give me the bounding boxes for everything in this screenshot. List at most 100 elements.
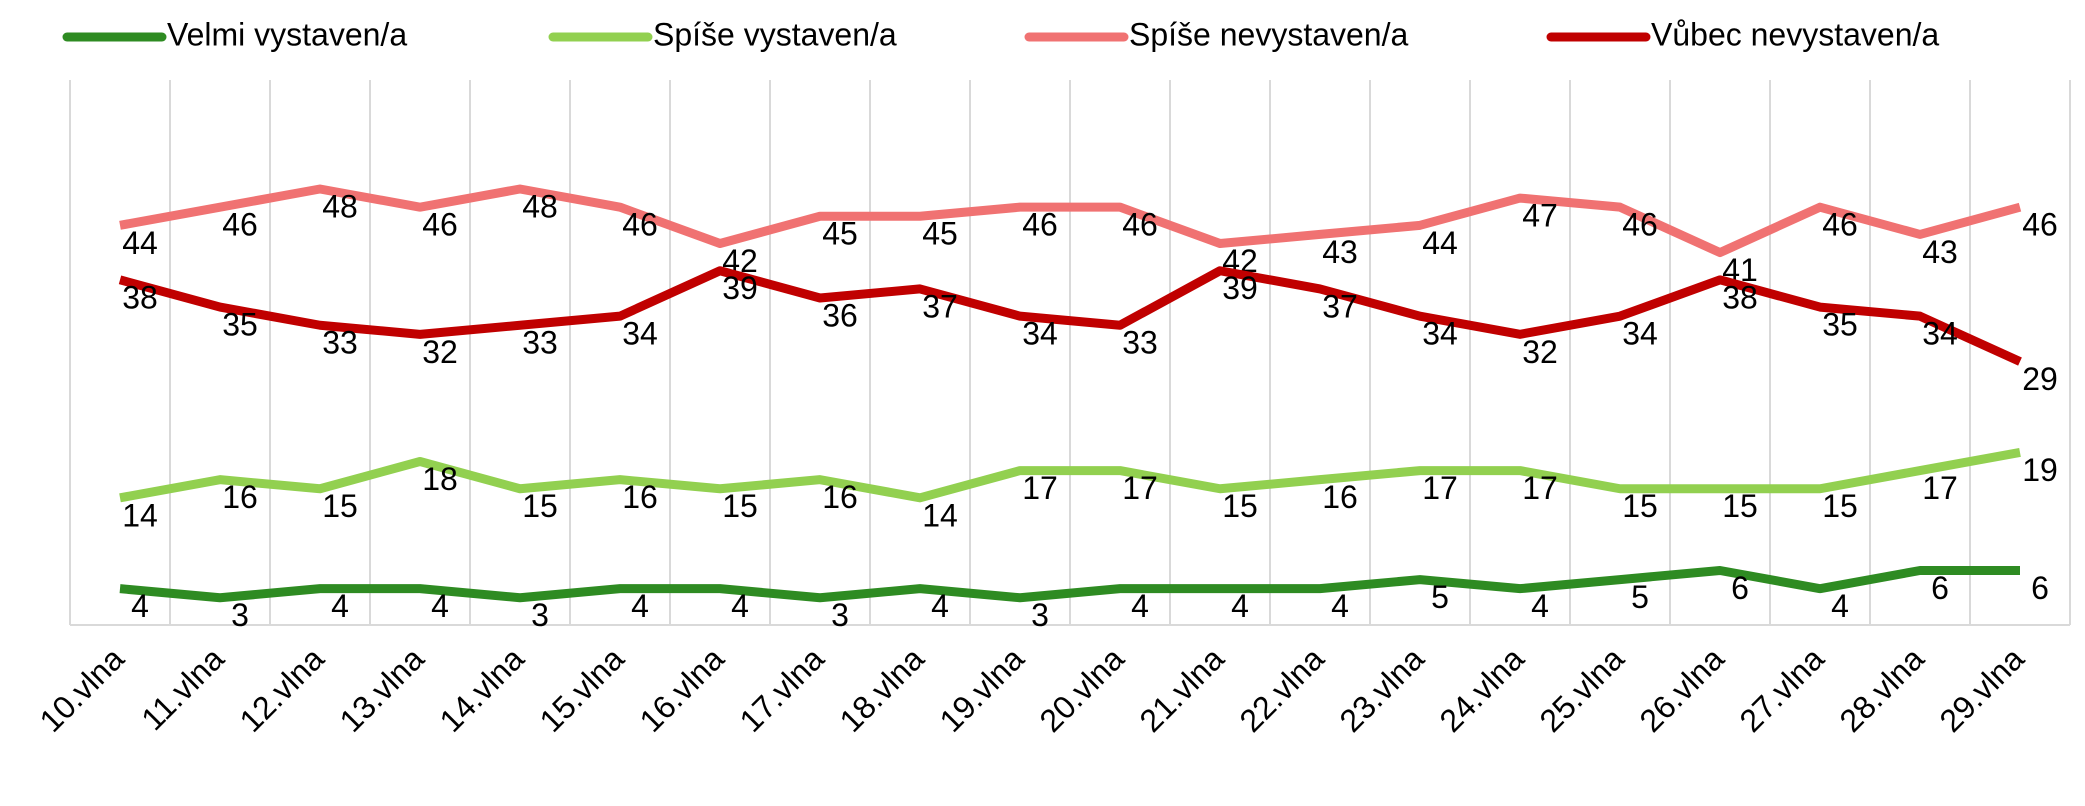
data-label: 46 xyxy=(1022,207,1058,243)
data-label: 34 xyxy=(1622,316,1658,352)
data-label: 15 xyxy=(322,488,358,524)
data-label: 43 xyxy=(1322,234,1358,270)
data-label: 44 xyxy=(1422,225,1458,261)
line-series xyxy=(119,184,2022,258)
data-label: 16 xyxy=(622,479,658,515)
x-tick-label: 25.vlna xyxy=(1533,640,1632,739)
line-series xyxy=(118,266,2022,366)
data-label: 5 xyxy=(1631,579,1649,615)
data-label: 17 xyxy=(1522,470,1558,506)
data-label: 6 xyxy=(1731,570,1749,606)
data-label: 48 xyxy=(522,188,558,224)
x-tick-label: 17.vlna xyxy=(733,640,832,739)
x-tick-label: 29.vlna xyxy=(1933,640,2032,739)
data-label: 33 xyxy=(522,325,558,361)
data-label: 3 xyxy=(1031,597,1049,633)
data-label: 4 xyxy=(931,588,949,624)
data-label: 36 xyxy=(822,297,858,333)
x-tick-label: 21.vlna xyxy=(1133,640,1232,739)
data-label: 46 xyxy=(422,207,458,243)
data-label: 14 xyxy=(922,497,958,533)
data-label: 3 xyxy=(831,597,849,633)
legend-label: Spíše vystaven/a xyxy=(653,16,897,52)
x-tick-label: 13.vlna xyxy=(333,640,432,739)
data-label: 17 xyxy=(1922,470,1958,506)
data-label: 16 xyxy=(822,479,858,515)
data-label: 46 xyxy=(222,207,258,243)
x-tick-label: 28.vlna xyxy=(1833,640,1932,739)
data-label: 29 xyxy=(2022,361,2058,397)
x-tick-label: 12.vlna xyxy=(233,640,332,739)
data-label: 15 xyxy=(1722,488,1758,524)
line-series xyxy=(119,447,2021,503)
data-label: 45 xyxy=(822,216,858,252)
data-label: 3 xyxy=(231,597,249,633)
data-label: 15 xyxy=(1822,488,1858,524)
data-label: 4 xyxy=(331,588,349,624)
data-label: 38 xyxy=(1722,279,1758,315)
data-label: 38 xyxy=(122,279,158,315)
x-tick-label: 18.vlna xyxy=(833,640,932,739)
x-tick-label: 22.vlna xyxy=(1233,640,1332,739)
data-label: 37 xyxy=(1322,288,1358,324)
data-label: 15 xyxy=(1622,488,1658,524)
data-label: 4 xyxy=(1831,588,1849,624)
data-label: 5 xyxy=(1431,579,1449,615)
data-label: 46 xyxy=(622,207,658,243)
data-label: 47 xyxy=(1522,198,1558,234)
data-label: 3 xyxy=(531,597,549,633)
x-tick-label: 26.vlna xyxy=(1633,640,1732,739)
data-label: 19 xyxy=(2022,452,2058,488)
data-label: 39 xyxy=(722,270,758,306)
legend-label: Velmi vystaven/a xyxy=(167,16,407,52)
data-label: 17 xyxy=(1422,470,1458,506)
data-label: 45 xyxy=(922,216,958,252)
data-label: 6 xyxy=(1931,570,1949,606)
data-label: 4 xyxy=(1331,588,1349,624)
data-label: 35 xyxy=(222,307,258,343)
x-tick-label: 15.vlna xyxy=(533,640,632,739)
x-tick-label: 27.vlna xyxy=(1733,640,1832,739)
data-label: 15 xyxy=(1222,488,1258,524)
x-tick-label: 14.vlna xyxy=(433,640,532,739)
legend-label: Spíše nevystaven/a xyxy=(1129,16,1408,52)
data-label: 44 xyxy=(122,225,158,261)
data-label: 15 xyxy=(522,488,558,524)
data-label: 46 xyxy=(1122,207,1158,243)
data-label: 33 xyxy=(322,325,358,361)
data-label: 4 xyxy=(631,588,649,624)
x-tick-label: 16.vlna xyxy=(633,640,732,739)
data-label: 4 xyxy=(131,588,149,624)
data-label: 16 xyxy=(222,479,258,515)
data-label: 46 xyxy=(1622,207,1658,243)
data-label: 18 xyxy=(422,461,458,497)
data-label: 34 xyxy=(1022,316,1058,352)
data-label: 33 xyxy=(1122,325,1158,361)
data-label: 4 xyxy=(1231,588,1249,624)
x-tick-label: 11.vlna xyxy=(134,640,231,737)
line-series xyxy=(119,566,2020,603)
data-label: 15 xyxy=(722,488,758,524)
data-label: 14 xyxy=(122,497,158,533)
x-tick-label: 23.vlna xyxy=(1333,640,1432,739)
data-label: 37 xyxy=(922,288,958,324)
data-label: 6 xyxy=(2031,570,2049,606)
data-label: 34 xyxy=(1922,316,1958,352)
data-label: 48 xyxy=(322,188,358,224)
data-label: 4 xyxy=(731,588,749,624)
x-tick-label: 20.vlna xyxy=(1033,640,1132,739)
data-label: 17 xyxy=(1122,470,1158,506)
data-label: 32 xyxy=(1522,334,1558,370)
data-label: 4 xyxy=(431,588,449,624)
data-label: 46 xyxy=(2022,207,2058,243)
data-label: 43 xyxy=(1922,234,1958,270)
data-label: 35 xyxy=(1822,307,1858,343)
data-label: 16 xyxy=(1322,479,1358,515)
data-label: 4 xyxy=(1131,588,1149,624)
data-label: 46 xyxy=(1822,207,1858,243)
data-label: 39 xyxy=(1222,270,1258,306)
x-tick-label: 19.vlna xyxy=(933,640,1032,739)
x-tick-label: 10.vlna xyxy=(33,640,132,739)
